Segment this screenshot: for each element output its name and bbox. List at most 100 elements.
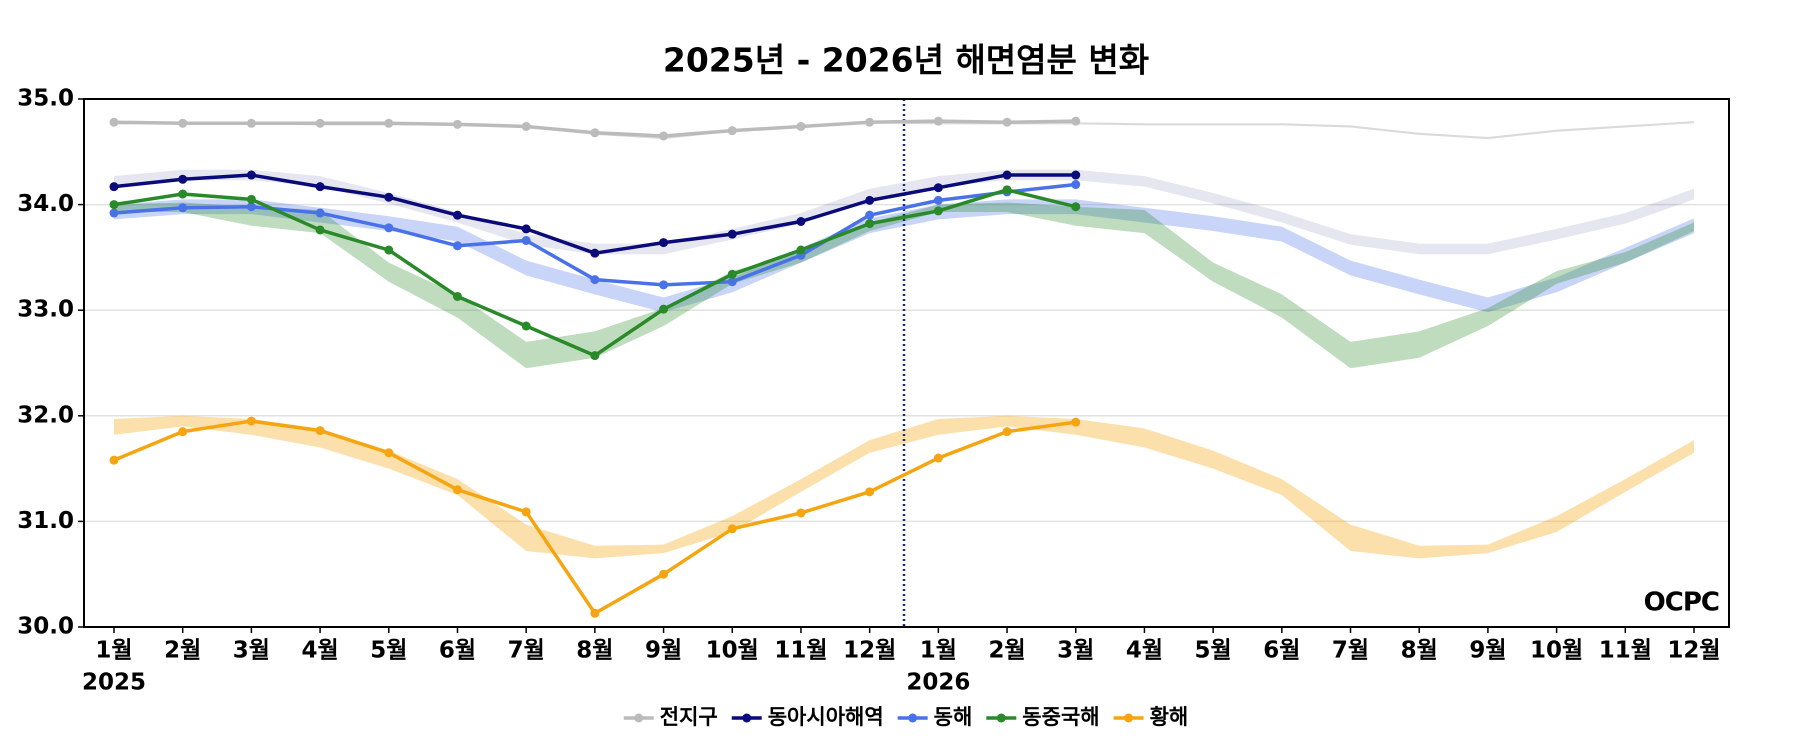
x-tick-label: 3월: [233, 638, 270, 664]
data-point: [109, 200, 119, 210]
data-point: [590, 351, 600, 361]
data-point: [178, 427, 188, 437]
x-tick-label: 2월: [988, 638, 1025, 664]
data-point: [246, 118, 256, 128]
data-point: [452, 119, 462, 129]
data-point: [1071, 170, 1081, 180]
y-tick-label: 31.0: [17, 508, 74, 534]
y-tick-label: 34.0: [17, 191, 74, 217]
data-point: [315, 182, 325, 192]
data-point: [727, 524, 737, 534]
data-point: [796, 245, 806, 255]
data-point: [1002, 185, 1012, 195]
data-point: [452, 485, 462, 495]
x-tick-label: 9월: [645, 638, 682, 664]
data-point: [452, 241, 462, 251]
x-tick-label: 1월: [95, 638, 132, 664]
data-point: [727, 269, 737, 279]
data-point: [659, 280, 669, 290]
data-point: [796, 216, 806, 226]
data-point: [452, 291, 462, 301]
x-tick-label: 12월: [843, 638, 896, 664]
data-point: [178, 189, 188, 199]
data-point: [590, 275, 600, 285]
data-point: [452, 210, 462, 220]
data-point: [315, 208, 325, 218]
legend-label: 동해: [934, 705, 973, 729]
data-point: [178, 118, 188, 128]
x-tick-label: 11월: [1599, 638, 1652, 664]
x-tick-label: 5월: [1195, 638, 1232, 664]
year-label: 2025: [82, 670, 146, 696]
data-point: [1071, 180, 1081, 190]
x-tick-label: 8월: [576, 638, 613, 664]
data-point: [796, 121, 806, 131]
data-point: [384, 192, 394, 202]
data-point: [659, 131, 669, 141]
x-tick-label: 8월: [1401, 638, 1438, 664]
x-tick-label: 7월: [1332, 638, 1369, 664]
y-tick-label: 33.0: [17, 297, 74, 323]
x-tick-label: 10월: [706, 638, 759, 664]
x-tick-label: 4월: [302, 638, 339, 664]
x-tick-label: 1월: [920, 638, 957, 664]
data-point: [933, 453, 943, 463]
legend: 전지구 동아시아해역 동해 동중국해 황해: [623, 705, 1189, 729]
data-point: [865, 487, 875, 497]
data-point: [865, 117, 875, 127]
data-point: [1071, 202, 1081, 212]
data-point: [521, 236, 531, 246]
climatology-band: [114, 202, 1694, 369]
data-point: [659, 238, 669, 248]
data-point: [796, 508, 806, 518]
data-point: [590, 128, 600, 138]
data-point: [521, 321, 531, 331]
x-tick-label: 6월: [1263, 638, 1300, 664]
legend-label: 동중국해: [1022, 705, 1099, 729]
x-tick-label: 5월: [370, 638, 407, 664]
plot-frame: [83, 98, 1730, 628]
data-point: [109, 117, 119, 127]
legend-marker: [996, 713, 1006, 723]
data-point: [590, 608, 600, 618]
data-point: [727, 277, 737, 287]
x-tick-label: 9월: [1469, 638, 1506, 664]
data-point: [933, 195, 943, 205]
data-point: [1002, 170, 1012, 180]
data-point: [933, 206, 943, 216]
data-point: [246, 194, 256, 204]
legend-marker: [742, 713, 752, 723]
data-point: [109, 208, 119, 218]
data-point: [384, 118, 394, 128]
series-line: [113, 182, 1076, 287]
data-point: [109, 182, 119, 192]
legend-label: 전지구: [660, 705, 718, 729]
y-tick-label: 32.0: [17, 402, 74, 428]
legend-label: 동아시아해역: [768, 705, 884, 729]
data-point: [865, 195, 875, 205]
data-point: [659, 569, 669, 579]
data-point: [521, 507, 531, 517]
data-point: [384, 245, 394, 255]
data-point: [1002, 427, 1012, 437]
x-tick-label: 4월: [1126, 638, 1163, 664]
series-line: [113, 419, 1076, 616]
data-point: [1071, 116, 1081, 126]
logo: OCPC: [1644, 588, 1719, 618]
data-point: [315, 225, 325, 235]
x-tick-label: 12월: [1667, 638, 1720, 664]
legend-marker: [1124, 713, 1134, 723]
data-point: [727, 229, 737, 239]
x-tick-label: 3월: [1057, 638, 1094, 664]
data-point: [521, 224, 531, 234]
data-point: [384, 223, 394, 233]
legend-marker: [908, 713, 918, 723]
data-point: [178, 174, 188, 184]
y-tick-label: 30.0: [17, 614, 74, 640]
data-point: [659, 304, 669, 314]
data-point: [315, 118, 325, 128]
x-tick-label: 6월: [439, 638, 476, 664]
data-point: [590, 248, 600, 258]
legend-label: 황해: [1150, 705, 1189, 729]
data-point: [933, 183, 943, 193]
